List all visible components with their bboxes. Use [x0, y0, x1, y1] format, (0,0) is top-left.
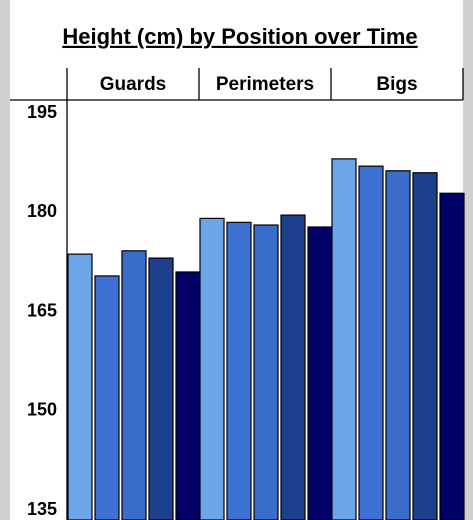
bar — [412, 172, 438, 520]
bar — [94, 275, 120, 520]
bar — [175, 271, 201, 520]
bar — [148, 257, 174, 520]
y-tick-label: 180 — [27, 201, 57, 221]
bar — [280, 214, 306, 520]
y-tick-label: 150 — [27, 400, 57, 420]
y-tick-label: 135 — [27, 499, 57, 519]
panel-label: Guards — [100, 74, 167, 95]
panel-label: Perimeters — [216, 74, 314, 95]
bar — [358, 165, 384, 520]
y-tick-label: 195 — [27, 102, 57, 122]
bar — [226, 221, 252, 520]
bar — [121, 250, 147, 520]
bar — [199, 217, 225, 520]
chart-title: Height (cm) by Position over Time — [62, 24, 417, 49]
bar — [253, 224, 279, 520]
bar — [331, 158, 357, 520]
bar — [307, 226, 333, 520]
y-tick-label: 165 — [27, 300, 57, 320]
panel-label: Bigs — [376, 74, 417, 95]
bar — [439, 192, 465, 520]
bar — [67, 253, 93, 520]
bar — [385, 170, 411, 520]
